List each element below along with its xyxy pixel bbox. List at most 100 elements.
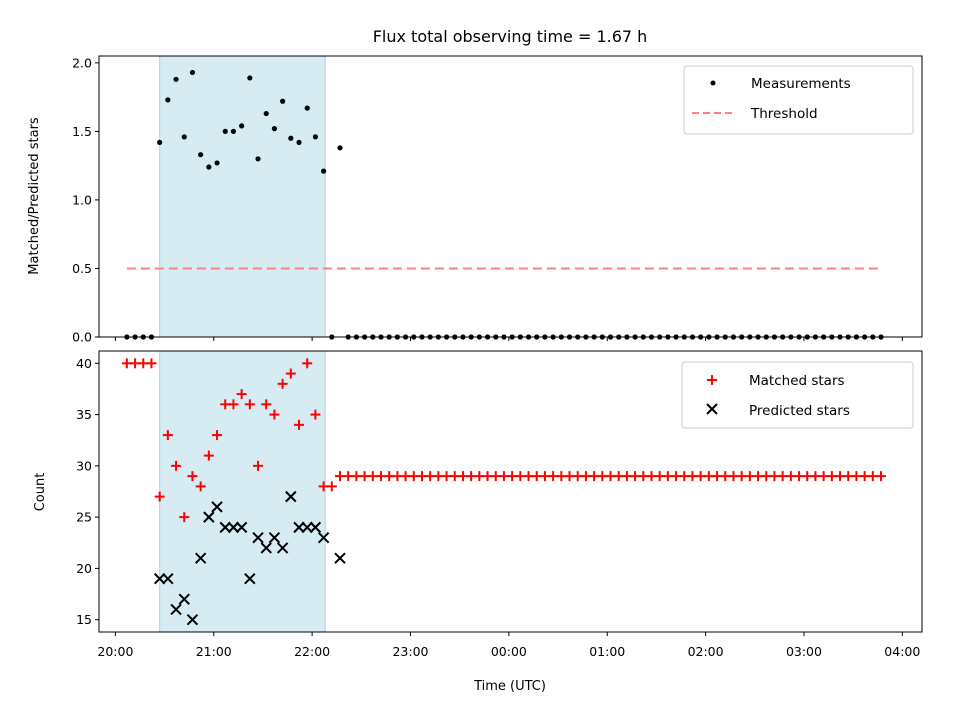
top-ytick-label: 0.0 <box>72 330 92 345</box>
bottom-xtick-label: 00:00 <box>491 644 527 659</box>
matched-star-point <box>236 389 247 400</box>
matched-star-point <box>195 481 206 492</box>
predicted-star-point <box>285 490 297 503</box>
bottom-xtick-label: 04:00 <box>884 644 920 659</box>
top-ytick-label: 1.5 <box>72 124 92 139</box>
measurement-point <box>214 160 220 166</box>
matched-star-point <box>253 460 264 471</box>
measurement-point <box>157 139 163 145</box>
measurement-point <box>239 123 245 129</box>
legend-matched-marker <box>707 375 717 385</box>
measurement-point <box>230 128 237 134</box>
legend-predicted-marker <box>706 403 718 415</box>
measurement-point <box>296 139 302 145</box>
matched-star-point <box>310 409 321 420</box>
measurement-point <box>312 134 319 140</box>
matched-star-point <box>212 430 223 441</box>
matched-star-point <box>154 491 165 502</box>
bottom-xtick-label: 01:00 <box>589 644 625 659</box>
bottom-xtick-label: 21:00 <box>196 644 232 659</box>
measurement-point <box>206 164 212 170</box>
matched-star-point <box>326 481 337 492</box>
matched-star-point <box>203 450 214 461</box>
measurement-point <box>288 135 294 141</box>
top-legend-box <box>683 65 914 135</box>
matched-star-point <box>285 368 296 379</box>
measurement-point <box>198 152 204 158</box>
chart-title: Flux total observing time = 1.67 h <box>373 27 648 46</box>
bottom-y-axis-label: Count <box>33 473 48 512</box>
top-ytick-label: 0.5 <box>72 261 92 276</box>
matched-star-point <box>146 358 157 369</box>
bottom-xtick-label: 22:00 <box>294 644 330 659</box>
bottom-ytick-label: 20 <box>76 561 92 576</box>
measurement-point <box>255 156 261 162</box>
predicted-star-point <box>219 521 231 534</box>
measurement-point <box>337 145 343 151</box>
predicted-star-point <box>235 521 248 534</box>
legend-threshold-label: Threshold <box>750 106 818 122</box>
bottom-panel: 15 20 25 30 35 40 20:00 21:00 22:00 23:00 00:00 01… <box>33 350 923 694</box>
predicted-star-point <box>317 531 330 544</box>
matched-star-point <box>162 430 173 441</box>
predicted-star-point <box>244 572 256 585</box>
predicted-star-point <box>252 531 264 544</box>
predicted-star-point <box>194 552 207 564</box>
measurement-point <box>222 128 228 134</box>
bottom-ytick-label: 30 <box>76 458 92 473</box>
top-legend: Measurements Threshold <box>683 65 914 135</box>
legend-measurements-marker <box>710 80 716 86</box>
top-ytick-label: 2.0 <box>72 55 92 70</box>
predicted-star-point <box>203 511 215 523</box>
matched-star-point <box>244 399 255 410</box>
predicted-star-point <box>170 603 182 616</box>
predicted-star-point <box>301 521 313 534</box>
measurement-point <box>304 105 310 111</box>
predicted-star-point <box>227 521 240 534</box>
predicted-star-point <box>153 572 166 585</box>
matched-star-point <box>876 471 887 482</box>
bottom-ytick-label: 35 <box>76 407 92 422</box>
top-y-axis-label: Matched/Predicted stars <box>27 117 42 275</box>
bottom-xtick-label: 23:00 <box>392 644 428 659</box>
x-axis-label: Time (UTC) <box>473 679 546 694</box>
bottom-ytick-label: 40 <box>76 356 92 371</box>
measurement-point <box>280 98 286 104</box>
matched-star-point <box>187 471 198 482</box>
measurement-point <box>165 97 171 103</box>
top-axes-frame <box>98 55 923 338</box>
top-highlight-span <box>159 55 326 338</box>
predicted-star-point <box>268 531 281 544</box>
matched-star-point <box>277 378 288 389</box>
measurement-point <box>271 126 278 132</box>
bottom-ytick-label: 15 <box>76 612 92 627</box>
top-y-ticks: 0.0 0.5 1.0 1.5 2.0 <box>72 55 99 345</box>
matched-star-point <box>171 460 182 471</box>
top-x-ticks <box>114 337 903 341</box>
bottom-legend: Matched stars Predicted stars <box>681 361 914 429</box>
measurement-point <box>181 134 187 140</box>
legend-measurements-label: Measurements <box>751 76 851 92</box>
matched-star-point <box>294 419 305 430</box>
measurement-point <box>321 168 327 174</box>
bottom-xtick-label: 02:00 <box>688 644 724 659</box>
bottom-y-ticks: 15 20 25 30 35 40 <box>76 356 99 627</box>
matched-star-point <box>261 399 272 410</box>
predicted-star-point <box>276 542 289 554</box>
matched-star-point <box>269 409 280 420</box>
predicted-star-point <box>293 521 305 534</box>
bottom-xtick-label: 03:00 <box>786 644 822 659</box>
bottom-x-ticks: 20:00 21:00 22:00 23:00 00:00 01:00 02:00 03:00… <box>97 632 920 659</box>
legend-matched-label: Matched stars <box>749 373 845 389</box>
measurement-point <box>173 76 179 82</box>
measurement-point <box>247 75 253 81</box>
legend-predicted-label: Predicted stars <box>749 403 850 419</box>
predicted-star-point <box>186 613 199 626</box>
matched-star-point <box>179 512 190 523</box>
measurement-point <box>263 110 269 117</box>
measurement-point <box>189 69 196 76</box>
bottom-legend-box <box>681 361 914 429</box>
predicted-star-point <box>211 501 223 513</box>
bottom-axes-frame <box>98 350 923 633</box>
